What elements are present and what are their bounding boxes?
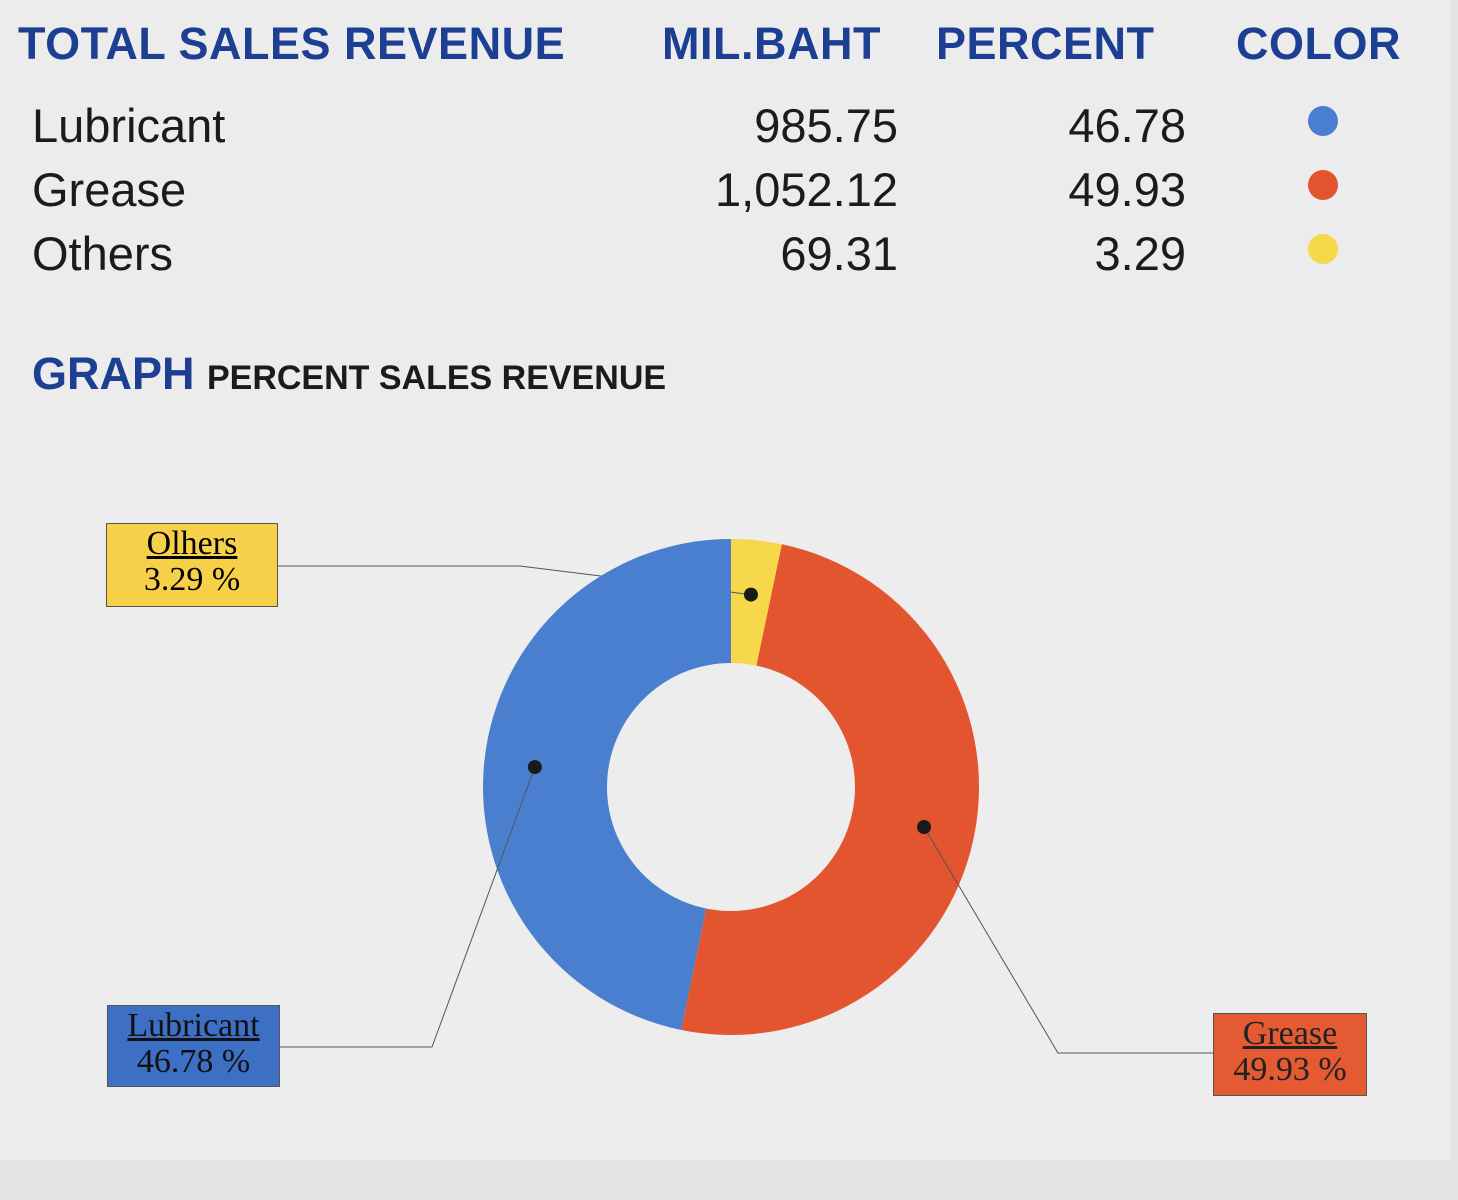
- graph-title-main: GRAPH: [32, 348, 195, 399]
- row-label-others: Others: [32, 227, 174, 280]
- graph-title: GRAPH PERCENT SALES REVENUE: [32, 348, 666, 400]
- slice-marker-grease: [917, 820, 932, 835]
- column-header-color: COLOR: [1236, 18, 1401, 69]
- callout-others: Olhers 3.29 %: [106, 523, 278, 607]
- donut-chart: [278, 539, 1213, 1054]
- column-header-mil-baht: MIL.BAHT: [662, 18, 881, 69]
- row-percent-grease: 49.93: [1068, 163, 1186, 216]
- slice-marker-lubricant: [527, 760, 542, 775]
- callout-grease-name: Grease: [1242, 1015, 1338, 1052]
- row-percent-lubricant: 46.78: [1068, 99, 1186, 152]
- callout-others-value: 3.29 %: [143, 561, 241, 598]
- callout-lubricant-name: Lubricant: [127, 1007, 260, 1044]
- color-swatch-grease: [1308, 170, 1338, 200]
- row-value-lubricant: 985.75: [754, 99, 898, 152]
- leader-line-grease: [923, 826, 1213, 1054]
- row-label-lubricant: Lubricant: [32, 99, 226, 152]
- slice-marker-others: [743, 587, 758, 602]
- color-swatch-others: [1308, 234, 1338, 264]
- callout-grease-value: 49.93 %: [1233, 1051, 1347, 1088]
- color-swatch-lubricant: [1308, 106, 1338, 136]
- donut-slice-grease: [681, 544, 980, 1036]
- column-header-percent: PERCENT: [936, 18, 1155, 69]
- row-value-others: 69.31: [780, 227, 898, 280]
- row-value-grease: 1,052.12: [715, 163, 898, 216]
- callout-others-name: Olhers: [146, 525, 238, 562]
- graph-title-sub: PERCENT SALES REVENUE: [206, 359, 667, 397]
- row-percent-others: 3.29: [1094, 227, 1186, 280]
- donut-slice-lubricant: [482, 539, 731, 1030]
- callout-lubricant-value: 46.78 %: [136, 1043, 251, 1080]
- table-title: TOTAL SALES REVENUE: [18, 18, 566, 69]
- report-sheet: TOTAL SALES REVENUE MIL.BAHT PERCENT COL…: [18, 18, 1401, 1096]
- callout-lubricant: Lubricant 46.78 %: [107, 1005, 280, 1087]
- row-label-grease: Grease: [32, 163, 187, 216]
- donut-slice-others: [731, 539, 782, 666]
- leader-line-lubricant: [280, 766, 536, 1048]
- callout-grease: Grease 49.93 %: [1213, 1013, 1367, 1096]
